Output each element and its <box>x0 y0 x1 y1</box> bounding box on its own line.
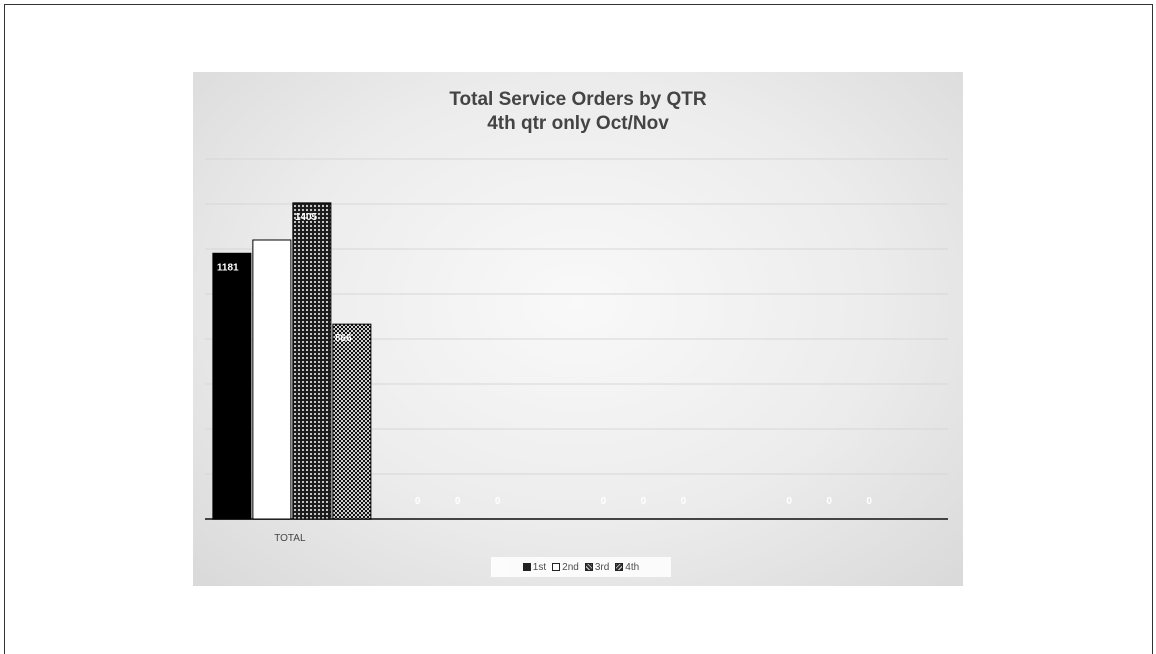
legend-swatch <box>584 563 593 571</box>
data-label: 0 <box>641 496 647 507</box>
legend-item-1st: 1st <box>522 561 547 573</box>
legend-label: 2nd <box>562 561 579 573</box>
x-tick-label: TOTAL <box>274 533 306 544</box>
legend-swatch <box>552 563 561 571</box>
bar-2nd <box>252 239 292 520</box>
legend-swatch <box>522 563 531 571</box>
bar-plot: 1181 1405 866 0 0 0 0 0 0 0 0 0 TOTAL <box>205 158 948 544</box>
data-label: 1405 <box>295 212 318 223</box>
data-label: 0 <box>455 496 461 507</box>
data-label: 866 <box>335 333 352 344</box>
chart-area: Total Service Orders by QTR 4th qtr only… <box>193 72 963 586</box>
data-label: 0 <box>681 496 687 507</box>
bar-4th <box>332 323 372 520</box>
data-label: 1181 <box>217 262 239 273</box>
bar-1st <box>212 252 252 520</box>
data-label: 0 <box>826 496 832 507</box>
data-label: 0 <box>866 496 872 507</box>
legend-item-2nd: 2nd <box>552 562 579 573</box>
legend-label: 1st <box>532 561 547 573</box>
chart-subtitle: 4th qtr only Oct/Nov <box>487 113 669 134</box>
legend-item-3rd: 3rd <box>584 561 610 573</box>
data-label: 0 <box>786 496 792 507</box>
bar-3rd <box>292 202 332 520</box>
data-label: 0 <box>415 496 421 507</box>
page-frame <box>4 4 1153 654</box>
chart-legend: 1st 2nd 3rd 4th <box>491 557 671 577</box>
legend-label: 4th <box>625 561 640 573</box>
legend-swatch <box>615 563 624 571</box>
chart-title: Total Service Orders by QTR <box>449 89 707 110</box>
legend-item-4th: 4th <box>615 562 639 573</box>
legend-label: 3rd <box>594 561 610 573</box>
data-label: 0 <box>601 496 607 507</box>
data-label: 0 <box>495 496 501 507</box>
